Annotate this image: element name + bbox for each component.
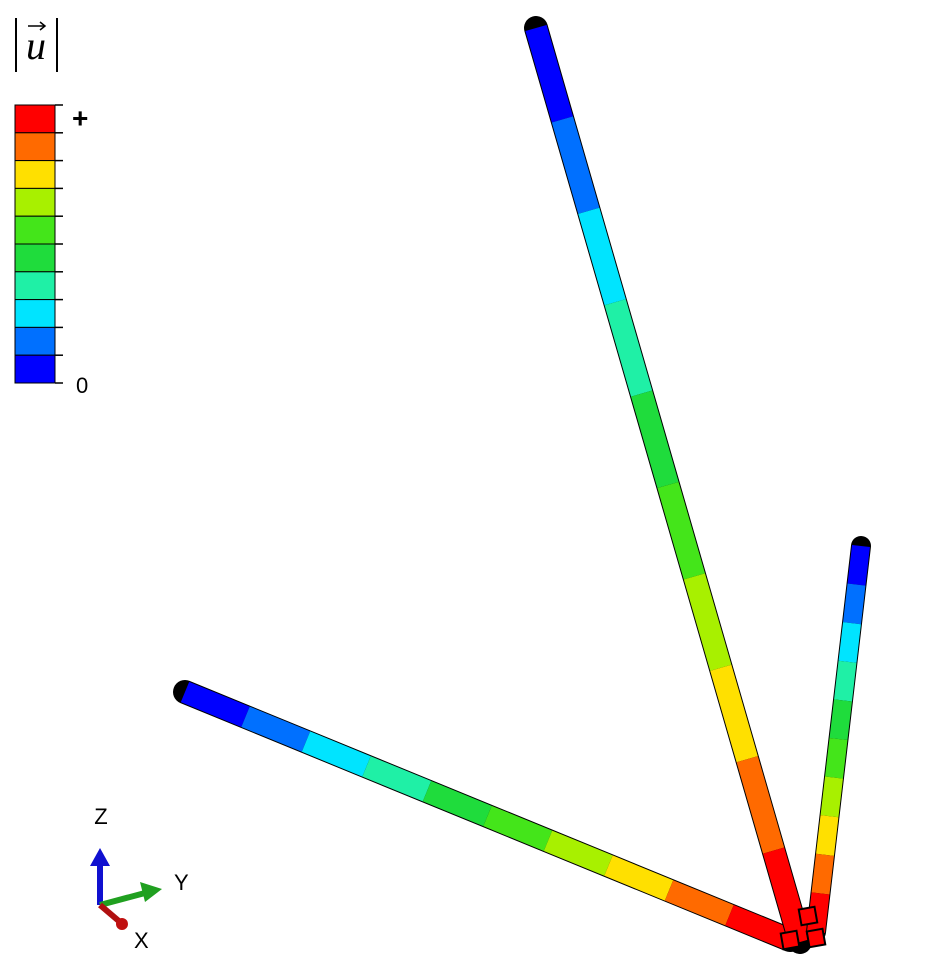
page: u + 0 Z Y X (() => { const data = JSON.p… — [0, 0, 930, 954]
x-axis — [100, 905, 120, 922]
legend-swatch — [15, 188, 55, 216]
beam-segment — [821, 855, 826, 894]
triad: Z Y X — [90, 804, 189, 953]
beam-segment — [857, 546, 862, 585]
support — [799, 907, 818, 926]
legend-swatch — [15, 327, 55, 355]
beam-segment — [589, 211, 615, 302]
legend-title: u — [16, 18, 57, 72]
beam-segment — [825, 816, 830, 855]
viewport: u + 0 Z Y X — [0, 0, 930, 954]
legend-swatch — [15, 105, 55, 133]
beam-segment — [839, 700, 844, 739]
beam-segment — [721, 668, 747, 759]
beam-segment — [306, 742, 367, 767]
model — [185, 28, 861, 949]
legend-title-text: u — [26, 23, 46, 68]
beam-segment — [488, 816, 549, 841]
legend-swatch — [15, 355, 55, 383]
support — [781, 931, 800, 950]
legend-swatch — [15, 133, 55, 161]
legend-swatch — [15, 216, 55, 244]
legend-min-label: 0 — [76, 373, 88, 398]
beam-segment — [668, 485, 694, 576]
beam-segment — [843, 662, 848, 701]
legend-swatch — [15, 272, 55, 300]
legend-max-label: + — [72, 102, 88, 133]
beam-segment — [615, 302, 641, 393]
z-arrow — [90, 848, 110, 866]
beam-segment — [747, 759, 773, 850]
legend-swatch — [15, 161, 55, 189]
beam-segment — [852, 585, 857, 624]
beam-segment — [830, 778, 835, 817]
beam-segment — [669, 890, 730, 915]
beam-segment — [246, 717, 307, 742]
beam-segment — [562, 119, 588, 210]
beam-segment — [694, 576, 720, 667]
beam-segment — [642, 394, 668, 485]
legend — [15, 105, 63, 383]
x-label: X — [134, 928, 149, 953]
support — [807, 929, 826, 948]
beam-segment — [834, 739, 839, 778]
beam-segment — [816, 893, 821, 932]
beam-segment — [367, 766, 428, 791]
y-label: Y — [174, 870, 189, 895]
beam-segment — [848, 623, 853, 662]
legend-swatch — [15, 300, 55, 328]
beam-segment — [185, 692, 246, 717]
beam-segment — [427, 791, 488, 816]
beam-segment — [536, 28, 562, 119]
x-arrow — [116, 918, 128, 930]
legend-swatch — [15, 244, 55, 272]
beam-segment — [548, 841, 609, 866]
z-label: Z — [94, 804, 107, 829]
y-arrow — [140, 882, 162, 902]
beam-segment — [609, 866, 670, 891]
y-axis — [100, 893, 145, 905]
